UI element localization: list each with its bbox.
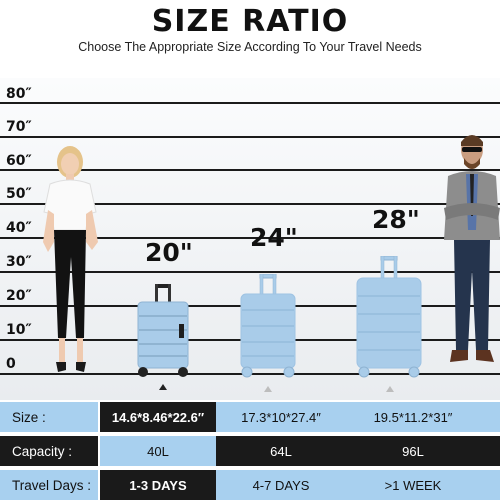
table-header-capacity: Capacity : [0, 436, 98, 466]
page-title: SIZE RATIO [151, 4, 349, 39]
table-row-capacity: Capacity : 40L 64L 96L [0, 436, 500, 466]
tick-label-30: 30″ [6, 254, 32, 270]
table-cell: 14.6*8.46*22.6″ [100, 402, 216, 432]
table-cell-group: 4-7 DAYS >1 WEEK [216, 470, 500, 500]
table-header-travel-days: Travel Days : [0, 470, 98, 500]
table-cell: 1-3 DAYS [100, 470, 216, 500]
grid-line-80 [0, 102, 500, 104]
suitcase-24 [240, 274, 296, 378]
man-figure [444, 135, 500, 362]
size-label-20: 20" [145, 238, 193, 267]
tick-label-70: 70″ [6, 119, 32, 135]
marker-28 [386, 386, 394, 392]
tick-label-50: 50″ [6, 186, 32, 202]
table-cell: 19.5*11.2*31″ [373, 409, 453, 425]
table-cell: 4-7 DAYS [252, 477, 310, 493]
table-cell: 96L [402, 443, 424, 459]
size-comparison-scale: 80″ 70″ 60″ 50″ 40″ 30″ 20″ 10″ 0 20" 24… [0, 78, 500, 400]
table-cell-group: 17.3*10*27.4″ 19.5*11.2*31″ [216, 402, 500, 432]
size-label-28: 28" [372, 205, 420, 234]
grid-line-50 [0, 203, 500, 205]
table-row-size: Size : 14.6*8.46*22.6″ 17.3*10*27.4″ 19.… [0, 402, 500, 432]
table-cell-group: 64L 96L [216, 436, 500, 466]
grid-line-30 [0, 271, 500, 273]
tick-label-0: 0 [6, 356, 16, 372]
tick-label-40: 40″ [6, 220, 32, 236]
grid-line-60 [0, 169, 500, 171]
tick-label-80: 80″ [6, 86, 32, 102]
grid-line-40 [0, 237, 500, 239]
woman-figure [43, 146, 98, 372]
marker-20 [159, 384, 167, 390]
table-cell: 17.3*10*27.4″ [241, 409, 321, 425]
size-label-24: 24" [250, 223, 298, 252]
table-row-travel-days: Travel Days : 1-3 DAYS 4-7 DAYS >1 WEEK [0, 470, 500, 500]
tick-label-60: 60″ [6, 153, 32, 169]
table-cell: 64L [270, 443, 292, 459]
marker-24 [264, 386, 272, 392]
suitcase-28 [356, 256, 422, 378]
tick-label-10: 10″ [6, 322, 32, 338]
table-header-size: Size : [0, 402, 98, 432]
page-subtitle: Choose The Appropriate Size According To… [78, 40, 422, 54]
grid-line-70 [0, 136, 500, 138]
specs-table: Size : 14.6*8.46*22.6″ 17.3*10*27.4″ 19.… [0, 402, 500, 500]
table-cell: >1 WEEK [384, 477, 442, 493]
table-cell: 40L [100, 436, 216, 466]
suitcase-20 [137, 284, 189, 377]
tick-label-20: 20″ [6, 288, 32, 304]
